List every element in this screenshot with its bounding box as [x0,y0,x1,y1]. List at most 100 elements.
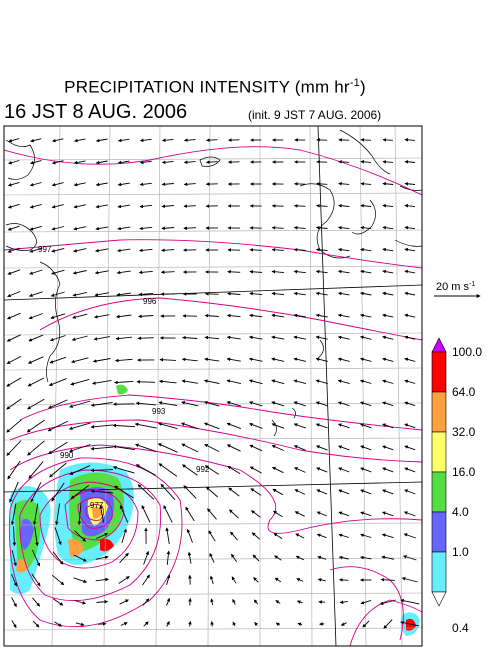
wind-vector [95,204,108,209]
wind-vector [158,422,178,430]
wind-vector [7,225,20,231]
wind-vector [362,620,370,628]
wind-vector [119,504,129,523]
wind-vector [203,400,220,407]
wind-vector [249,270,263,274]
wind-vector [51,226,65,231]
wind-vector [50,291,65,297]
wind-vector [315,423,328,429]
major-grid-lines [3,125,423,647]
wind-vector [8,160,20,165]
wind-vector [96,599,109,604]
isobar-label: 993 [152,407,166,416]
wind-vector [293,445,306,451]
wind-vector [315,401,328,407]
wind-scale-label: 20 m s-1 [436,281,475,293]
wind-vector [10,503,17,526]
wind-vector [161,204,174,209]
wind-vector [294,511,305,517]
wind-vector [360,335,372,340]
wind-vector [51,204,64,209]
precipitation-field [10,384,420,636]
wind-vector [209,575,214,585]
wind-vector [118,576,130,584]
wind-vector [380,577,395,582]
wind-vector [360,379,372,384]
wind-vector [94,270,109,275]
wind-vector [160,483,176,501]
wind-vector [228,487,240,497]
wind-vector [404,225,416,230]
wind-vector [316,511,327,517]
wind-vector [157,443,178,453]
wind-vector [382,182,394,186]
wind-vector [404,182,416,186]
wind-vector [73,182,86,187]
wind-vector [95,138,108,143]
wind-vector [71,357,89,364]
wind-vector [73,160,86,165]
wind-vector [293,423,306,429]
wind-vector [337,423,350,429]
wind-vector [204,313,219,318]
wind-vector [161,248,175,253]
wind-vector [6,398,22,410]
wind-vector [271,226,284,230]
colorbar-top-triangle [431,337,447,353]
wind-vector [30,138,42,143]
wind-vector [48,378,67,386]
wind-vector [205,486,218,498]
wind-vector [360,138,372,142]
wind-vector [51,482,65,502]
wind-vector [49,356,67,364]
wind-vector [73,226,87,231]
wind-vector [70,378,90,386]
wind-vector [204,443,220,453]
wind-vector [182,335,198,340]
wind-vector [294,489,306,495]
wind-vector [11,620,17,629]
wind-vector [205,160,218,164]
wind-vector [316,182,328,186]
wind-vector [360,182,372,186]
wind-vector [404,247,416,252]
wind-vector [115,336,132,341]
wind-vector [139,204,153,209]
wind-vector [95,226,109,231]
wind-vector [404,291,416,296]
wind-vector-field [6,138,420,629]
wind-vector [360,533,372,538]
colorbar-label: 4.0 [452,505,469,519]
wind-vector [32,597,40,607]
wind-vector [227,465,241,475]
wind-vector [117,182,130,187]
colorbar-label: 0.4 [452,621,469,635]
wind-vector [204,465,219,475]
wind-vector [75,622,85,627]
wind-vector [47,420,69,432]
isobar-label: 996 [143,297,157,306]
wind-vector [226,401,242,407]
wind-vector [160,270,175,274]
wind-vector [166,574,171,586]
wind-vector [7,203,20,209]
wind-vector [26,419,46,433]
wind-vector [401,577,418,583]
colorbar-label: 1.0 [452,545,469,559]
wind-vector [7,247,21,253]
wind-vector [51,574,65,586]
wind-vector [6,440,22,456]
wind-vector [135,464,156,476]
wind-vector [95,160,108,165]
wind-vector [161,160,174,165]
colorbar-label: 16.0 [452,465,476,479]
wind-vector [188,597,192,606]
wind-vector [382,291,394,296]
wind-vector [92,358,111,363]
wind-vector [338,160,350,164]
map-frame [3,125,423,647]
wind-vector [337,335,350,340]
wind-vector [204,292,219,296]
wind-vector [360,160,372,164]
wind-vector [139,182,152,187]
